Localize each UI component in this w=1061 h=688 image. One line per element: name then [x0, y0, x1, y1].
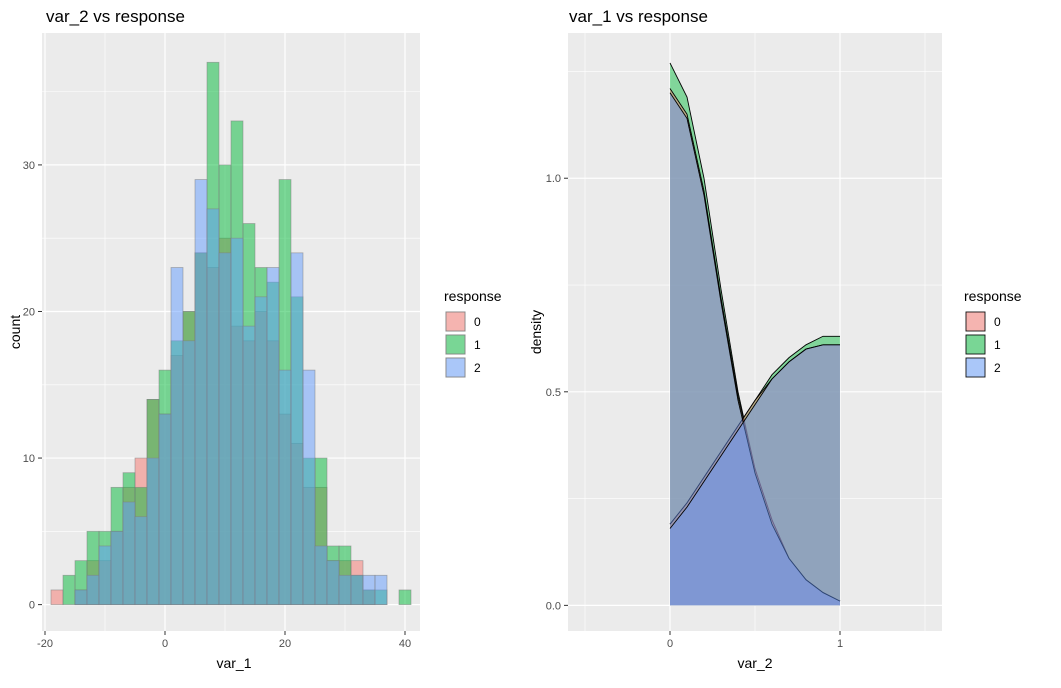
histogram-bar [362, 574, 376, 606]
legend-label: 2 [474, 361, 481, 375]
density-area-rising [670, 344, 840, 606]
histogram-bar [254, 296, 268, 606]
density-area-rising [670, 336, 840, 606]
y-axis-title: count [7, 315, 23, 349]
histogram-bar [374, 574, 388, 606]
histogram-bar [122, 501, 136, 606]
density-curve-rising [669, 344, 840, 529]
x-tick-label: 0 [667, 638, 673, 650]
density-chart: var_1 vs response 0 1 0.0 0.5 1.0 var_2 dens… [530, 7, 1022, 671]
y-tick-label: 20 [23, 306, 35, 318]
y-axis-title: density [530, 310, 544, 354]
histogram-bar [158, 413, 172, 606]
axis-ticks: -20 0 20 40 0 10 20 30 [23, 160, 411, 650]
chart-title: var_2 vs response [46, 7, 185, 26]
x-axis-title: var_1 [216, 655, 251, 671]
density-panel: var_1 vs response 0 1 0.0 0.5 1.0 var_2 dens… [530, 0, 1061, 688]
histogram-bars [50, 61, 412, 606]
histogram-bar [50, 589, 64, 606]
histogram-bar [230, 237, 244, 606]
y-tick-label: 0 [29, 600, 35, 612]
legend: response 0 1 2 [964, 288, 1022, 378]
histogram-bar [110, 530, 124, 606]
x-tick-label: -20 [37, 638, 53, 650]
legend-key-0 [965, 311, 986, 332]
histogram-bar [170, 267, 184, 606]
x-tick-label: 40 [399, 638, 411, 650]
density-area-falling [670, 62, 840, 606]
histogram-bar [350, 574, 364, 606]
legend-label: 2 [994, 361, 1001, 375]
legend-key-1 [965, 334, 986, 355]
histogram-bar [242, 325, 256, 606]
histogram-bar [314, 545, 328, 606]
density-area-falling [670, 88, 840, 606]
legend-label: 0 [994, 315, 1001, 329]
series-2 [74, 179, 388, 606]
density-area-rising [670, 344, 840, 606]
histogram-bar [398, 589, 412, 606]
legend-label: 1 [994, 338, 1001, 352]
y-tick-label: 10 [23, 453, 35, 465]
density-area-falling [670, 92, 840, 606]
histogram-bar [290, 252, 304, 606]
legend-title: response [444, 288, 502, 304]
chart-title: var_1 vs response [569, 7, 708, 26]
density-areas [669, 62, 841, 606]
x-tick-label: 1 [837, 638, 843, 650]
axis-ticks: 0 1 0.0 0.5 1.0 [546, 173, 843, 650]
x-axis-title: var_2 [737, 655, 772, 671]
histogram-bar [326, 560, 340, 606]
x-tick-label: 20 [279, 638, 291, 650]
grid-lines [568, 33, 942, 631]
legend-label: 1 [474, 338, 481, 352]
histogram-bar [146, 457, 160, 606]
legend-key-1 [445, 334, 466, 355]
y-tick-label: 0.5 [546, 387, 561, 399]
histogram-bar [218, 252, 232, 606]
series-2 [669, 92, 841, 606]
histogram-bar [266, 267, 280, 606]
histogram-bar [182, 340, 196, 606]
y-tick-label: 0.0 [546, 600, 561, 612]
histogram-bar [62, 574, 76, 606]
histogram-bar [98, 545, 112, 606]
histogram-bar [206, 208, 220, 606]
histogram-bar [302, 369, 316, 606]
legend-label: 0 [474, 315, 481, 329]
histogram-panel: var_2 vs response -20 0 20 40 0 10 20 30 var_1 … [0, 0, 530, 688]
legend-title: response [964, 288, 1022, 304]
histogram-bar [86, 574, 100, 606]
histogram-bar [134, 516, 148, 606]
y-tick-label: 1.0 [546, 173, 561, 185]
legend-key-0 [445, 311, 466, 332]
legend-key-2 [965, 357, 986, 378]
x-tick-label: 0 [162, 638, 168, 650]
density-curve-falling [669, 92, 841, 602]
histogram-bar [278, 369, 292, 606]
legend: response 0 1 2 [444, 288, 502, 378]
histogram-bar [74, 589, 88, 606]
legend-key-2 [445, 357, 466, 378]
histogram-bar [338, 574, 352, 606]
y-tick-label: 30 [23, 160, 35, 172]
histogram-bar [194, 179, 208, 606]
